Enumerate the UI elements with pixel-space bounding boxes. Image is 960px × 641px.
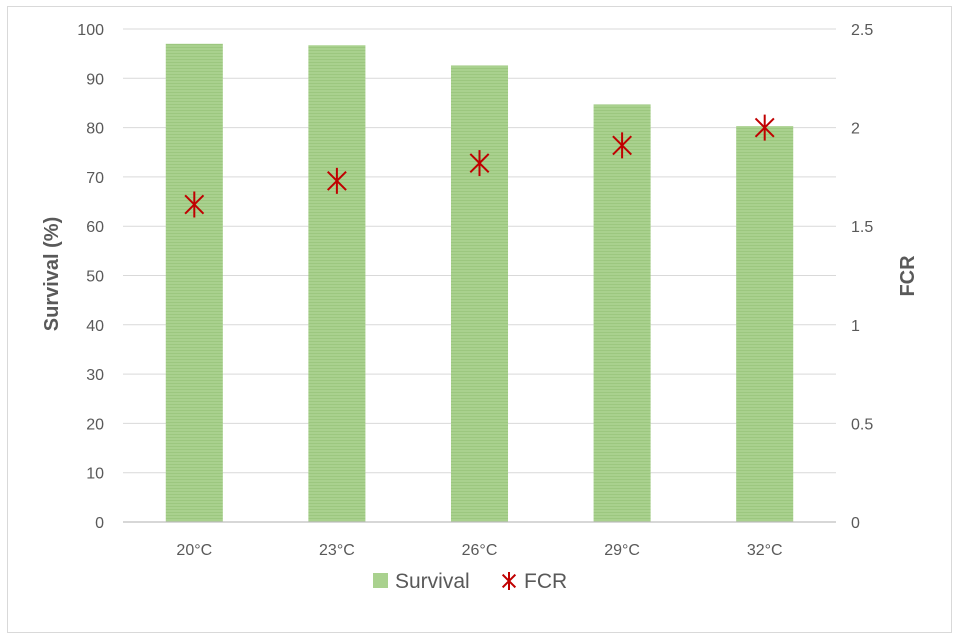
y2-axis-title: FCR	[897, 255, 919, 297]
marker-fcr	[612, 132, 632, 159]
marker-fcr	[184, 191, 205, 218]
bar-survival	[450, 65, 509, 523]
x-tick-label: 29°C	[604, 542, 640, 559]
y2-tick-label: 0.5	[851, 416, 873, 433]
y2-tick-label: 2.5	[851, 22, 873, 39]
y2-axis-ticks: 0 0.5 1 1.5 2 2.5	[851, 22, 873, 532]
bar-survival	[308, 45, 366, 522]
legend: Survival FCR	[373, 570, 567, 593]
x-tick-label: 26°C	[462, 542, 498, 559]
y2-tick-label: 2	[851, 121, 860, 138]
y-tick-label: 90	[86, 71, 104, 88]
y-tick-label: 60	[86, 219, 104, 236]
legend-swatch-survival	[373, 573, 388, 588]
marker-fcr	[469, 150, 490, 177]
y-axis-title: Survival (%)	[41, 217, 63, 331]
x-tick-label: 32°C	[747, 542, 783, 559]
legend-star-icon	[501, 572, 517, 590]
marker-fcr	[754, 114, 775, 141]
y-tick-label: 100	[77, 22, 104, 39]
y-tick-label: 80	[86, 121, 104, 138]
fcr-markers	[184, 114, 775, 218]
x-tick-label: 20°C	[176, 542, 212, 559]
marker-fcr	[327, 167, 347, 194]
bar-survival	[736, 126, 794, 522]
survival-bars	[165, 43, 794, 523]
y-tick-label: 0	[95, 515, 104, 532]
y2-tick-label: 0	[851, 515, 860, 532]
bar-survival	[593, 104, 651, 522]
y-tick-label: 10	[86, 466, 104, 483]
y2-tick-label: 1.5	[851, 219, 873, 236]
y-axis-ticks: 0 10 20 30 40 50 60 70 80 90 100	[77, 22, 104, 532]
y-tick-label: 20	[86, 416, 104, 433]
legend-label-survival: Survival	[395, 570, 470, 593]
y-tick-label: 30	[86, 367, 104, 384]
x-axis-ticks: 20°C 23°C 26°C 29°C 32°C	[176, 542, 782, 559]
y-tick-label: 70	[86, 170, 104, 187]
y2-tick-label: 1	[851, 318, 860, 335]
x-tick-label: 23°C	[319, 542, 355, 559]
legend-label-fcr: FCR	[524, 570, 567, 593]
bar-survival	[165, 43, 223, 522]
legend-marker-fcr	[501, 572, 517, 590]
y-tick-label: 40	[86, 318, 104, 335]
y-tick-label: 50	[86, 269, 104, 286]
